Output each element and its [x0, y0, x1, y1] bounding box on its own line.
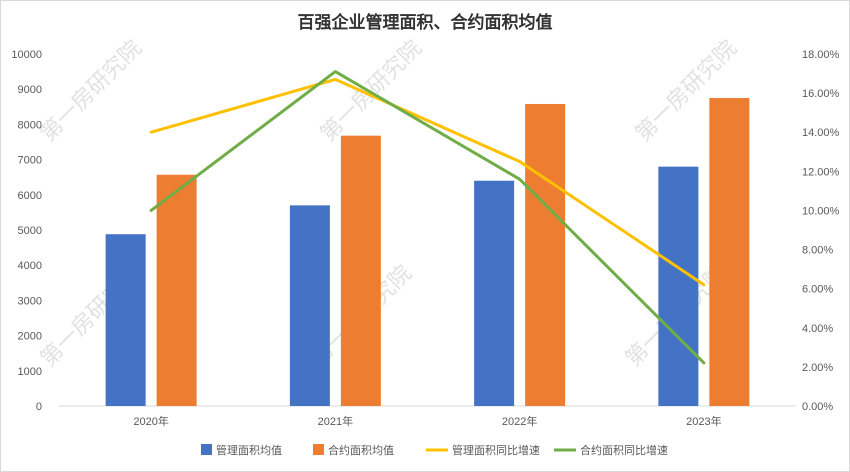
bar-managed-area: [289, 205, 330, 406]
x-axis-tick-label: 2022年: [502, 414, 537, 428]
line-contracted-growth: [149, 70, 706, 365]
legend-label: 管理面积同比增速: [452, 443, 540, 457]
right-axis-tick-label: 18.00%: [802, 49, 840, 61]
legend-label: 管理面积均值: [216, 443, 282, 457]
x-axis-tick-label: 2020年: [133, 414, 168, 428]
bar-managed-area: [105, 234, 146, 406]
legend-swatch: [201, 444, 212, 455]
legend-label: 合约面积同比增速: [580, 443, 668, 457]
right-axis-tick-label: 4.00%: [802, 323, 833, 335]
left-axis-tick-label: 1000: [18, 366, 42, 378]
legend: 管理面积均值 合约面积均值 管理面积同比增速 合约面积同比增速: [201, 443, 668, 457]
line-series: [149, 70, 706, 365]
bar-contracted-area: [156, 174, 197, 406]
left-axis-tick-label: 6000: [18, 190, 42, 202]
left-axis-tick-label: 7000: [18, 155, 42, 167]
left-axis-tick-label: 8000: [18, 119, 42, 131]
right-axis-tick-label: 2.00%: [802, 362, 833, 374]
line-managed-growth: [149, 77, 706, 287]
left-axis-tick-label: 4000: [18, 260, 42, 272]
chart-title: 百强企业管理面积、合约面积均值: [298, 12, 553, 33]
right-axis-tick-label: 12.00%: [802, 166, 840, 178]
right-axis: 0.00% 2.00% 4.00% 6.00% 8.00% 10.00% 12.00% 14.…: [802, 49, 840, 413]
left-axis-tick-label: 2000: [18, 331, 42, 343]
right-axis-tick-label: 6.00%: [802, 284, 833, 296]
left-axis-tick-label: 10000: [11, 49, 42, 61]
right-axis-tick-label: 8.00%: [802, 245, 833, 257]
bar-contracted-area: [709, 98, 750, 406]
right-axis-tick-label: 10.00%: [802, 205, 840, 217]
right-axis-tick-label: 0.00%: [802, 401, 833, 413]
watermark-text: 第一房研究院: [36, 36, 147, 147]
legend-swatch: [313, 444, 324, 455]
bar-contracted-area: [525, 103, 566, 406]
bar-managed-area: [474, 180, 515, 406]
left-axis: 0 1000 2000 3000 4000 5000 6000 7000 8000 9000 100…: [11, 49, 42, 413]
left-axis-tick-label: 5000: [18, 225, 42, 237]
left-axis-tick-label: 3000: [18, 295, 42, 307]
bar-series: [105, 98, 750, 406]
x-axis-tick-label: 2021年: [318, 414, 353, 428]
left-axis-tick-label: 0: [36, 401, 42, 413]
right-axis-tick-label: 14.00%: [802, 127, 840, 139]
bar-contracted-area: [340, 135, 381, 406]
bar-managed-area: [658, 166, 699, 406]
right-axis-tick-label: 16.00%: [802, 88, 840, 100]
x-axis: 2020年 2021年 2022年 2023年: [133, 414, 721, 428]
legend-label: 合约面积均值: [328, 443, 394, 457]
x-axis-tick-label: 2023年: [686, 414, 721, 428]
left-axis-tick-label: 9000: [18, 84, 42, 96]
